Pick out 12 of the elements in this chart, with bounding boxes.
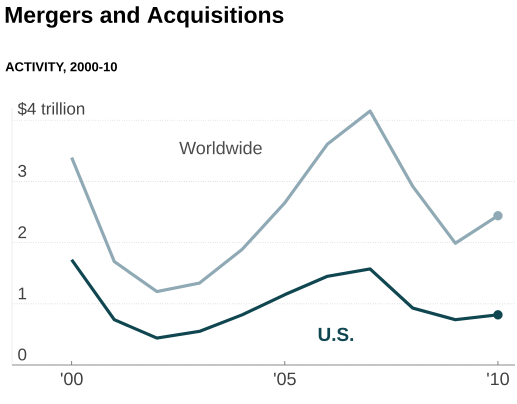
x-tick-label: '10 [487, 372, 509, 386]
y-tick-label: $4 trillion [18, 102, 84, 116]
y-tick-label: 0 [18, 348, 26, 360]
y-tick-label: 2 [18, 226, 26, 238]
y-tick-label: 3 [18, 164, 26, 177]
chart-subtitle: ACTIVITY, 2000-10 [6, 62, 117, 74]
x-tick-label: '00 [60, 372, 83, 386]
text: U.S. [318, 328, 354, 342]
text: Worldwide [179, 141, 262, 154]
chart-title: Mergers and Acquisitions [6, 6, 284, 28]
y-tick-label: 1 [18, 288, 26, 300]
x-tick-label: '05 [274, 372, 296, 386]
